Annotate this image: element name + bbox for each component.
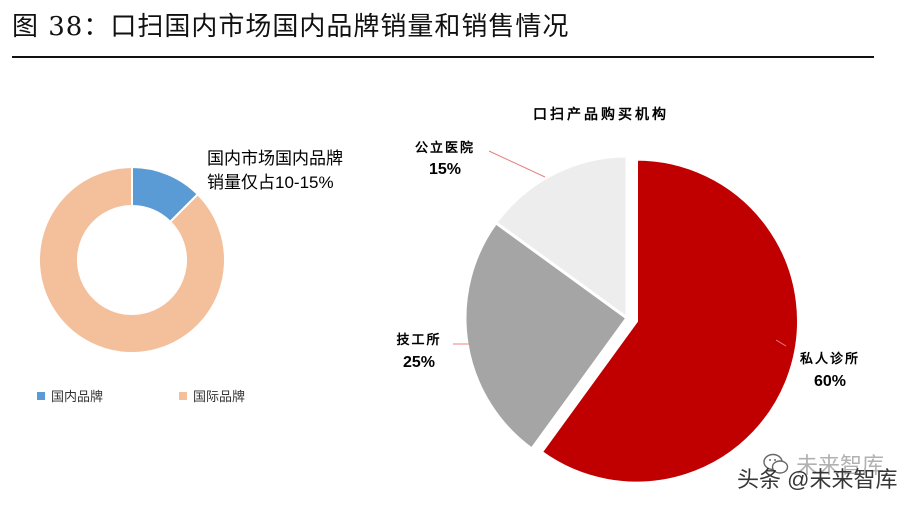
slice-value-dental-lab: 25% bbox=[402, 354, 436, 371]
wechat-icon bbox=[763, 453, 789, 474]
pie-slice-dental-lab bbox=[463, 220, 630, 452]
page-title: 图 38：口扫国内市场国内品牌销量和销售情况 bbox=[12, 12, 570, 42]
legend-item-international: 国际品牌 bbox=[179, 386, 245, 405]
donut-annotation: 国内市场国内品牌 销量仅占10-15% bbox=[207, 147, 343, 195]
pie-title: 口扫产品购买机构 bbox=[533, 107, 669, 123]
slice-value-public-hospital: 15% bbox=[428, 161, 462, 178]
legend-item-domestic: 国内品牌 bbox=[37, 386, 103, 405]
legend-label-domestic: 国内品牌 bbox=[51, 389, 104, 404]
leader-public-hospital bbox=[488, 150, 546, 178]
donut-annotation-line2: 销量仅占10-15% bbox=[207, 173, 334, 192]
slice-label-dental-lab: 技工所 bbox=[396, 333, 442, 348]
leader-lines bbox=[453, 150, 787, 347]
legend-label-international: 国际品牌 bbox=[193, 389, 246, 404]
slice-value-private-clinic: 60% bbox=[813, 373, 847, 390]
donut-chart bbox=[38, 165, 226, 354]
donut-slice-international bbox=[38, 165, 226, 354]
watermark: 头条 @未来智库 bbox=[737, 467, 898, 492]
leader-private-clinic bbox=[775, 339, 787, 347]
slice-annotation-private-clinic: 私人诊所 60% bbox=[789, 348, 871, 391]
pie-chart bbox=[463, 154, 801, 485]
slice-label-public-hospital: 公立医院 bbox=[414, 141, 475, 156]
legend-swatch-international bbox=[179, 391, 187, 400]
pie-slice-public-hospital bbox=[493, 154, 629, 321]
pie-slice-private-clinic bbox=[539, 157, 801, 485]
slice-annotation-public-hospital: 公立医院 15% bbox=[405, 137, 485, 179]
slice-annotation-dental-lab: 技工所 25% bbox=[384, 329, 454, 372]
title-divider bbox=[12, 56, 874, 58]
donut-annotation-line1: 国内市场国内品牌 bbox=[207, 149, 343, 168]
slice-label-private-clinic: 私人诊所 bbox=[799, 352, 860, 367]
legend-swatch-domestic bbox=[37, 391, 45, 400]
watermark-ghost: 未来智库 bbox=[796, 453, 885, 478]
